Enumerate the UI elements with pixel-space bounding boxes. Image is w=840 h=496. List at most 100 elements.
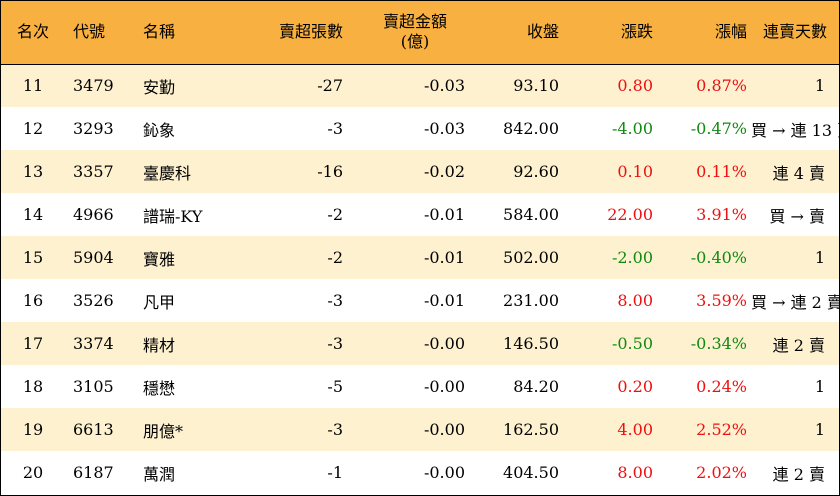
consecutive-days-cell: 1 [814,76,825,96]
rank-cell: 11 [22,76,44,96]
close-cell: 404.50 [503,463,559,482]
close-cell: 842.00 [503,119,559,138]
code-cell: 3293 [73,119,114,138]
consecutive-days-cell: 1 [814,248,825,267]
rank-cell: 13 [22,162,44,181]
rank-cell: 12 [22,119,44,138]
table-row: 18 3105 穩懋 -5 -0.00 84.20 0.20 0.24% 1 [1,365,839,408]
consecutive-days-cell: 連 4 賣 [772,163,825,183]
change-pct-cell: 3.59% [696,291,747,310]
header-net-sell-amount: 賣超金額 (億) [347,1,469,65]
table-header: 名次 代號 名稱 賣超張數 賣超金額 (億) 收盤 漲跌 漲幅 連賣天數 [1,1,839,65]
consecutive-days-cell: 買 → 賣 [769,206,825,226]
change-pct-cell: 0.11% [696,162,747,181]
close-cell: 502.00 [503,248,559,267]
net-sell-amount-cell: -0.00 [423,334,465,353]
change-pct-cell: 0.87% [696,76,747,96]
close-cell: 93.10 [513,76,559,96]
net-sell-amount-cell: -0.02 [423,162,465,181]
code-cell: 3479 [73,76,114,96]
net-sell-amount-cell: -0.00 [423,420,465,439]
change-pct-cell: 3.91% [696,205,747,224]
change-cell: 0.80 [617,76,653,96]
close-cell: 231.00 [503,291,559,310]
table-row: 13 3357 臺慶科 -16 -0.02 92.60 0.10 0.11% 連 4 賣 [1,150,839,193]
change-pct-cell: -0.47% [690,119,747,138]
net-sell-lots-cell: -16 [317,162,343,181]
net-sell-amount-cell: -0.00 [423,463,465,482]
change-pct-cell: 2.52% [696,420,747,439]
rank-cell: 15 [22,248,44,267]
rank-cell: 17 [22,334,44,353]
code-cell: 6613 [73,420,114,439]
rank-cell: 14 [22,205,44,224]
consecutive-days-cell: 連 2 賣 [772,464,825,484]
rank-cell: 19 [22,420,44,439]
header-code: 代號 [65,1,143,65]
code-cell: 5904 [73,248,114,267]
header-net-sell-amount-line2: (億) [400,32,430,52]
header-consecutive-days: 連賣天數 [751,1,839,65]
consecutive-days-cell: 買 → 連 13 賣 [751,120,840,140]
change-pct-cell: -0.40% [690,248,747,267]
table-row: 11 3479 安勤 -27 -0.03 93.10 0.80 0.87% 1 [1,64,839,107]
name-cell: 精材 [143,335,176,355]
name-cell: 安勤 [143,77,176,97]
change-cell: 4.00 [617,420,653,439]
net-sell-amount-cell: -0.01 [423,205,465,224]
table-row: 14 4966 譜瑞-KY -2 -0.01 584.00 22.00 3.91% 買 → 賣 [1,193,839,236]
rank-cell: 20 [22,463,44,482]
name-cell: 凡甲 [143,292,176,312]
net-sell-amount-cell: -0.03 [423,76,465,96]
code-cell: 3357 [73,162,114,181]
name-cell: 譜瑞-KY [143,206,203,226]
change-cell: 0.20 [617,377,653,396]
change-pct-cell: 2.02% [696,463,747,482]
code-cell: 6187 [73,463,114,482]
net-sell-amount-cell: -0.01 [423,248,465,267]
table-row: 19 6613 朋億* -3 -0.00 162.50 4.00 2.52% 1 [1,408,839,451]
table-row: 16 3526 凡甲 -3 -0.01 231.00 8.00 3.59% 買 → 連 2 賣 [1,279,840,322]
net-sell-lots-cell: -5 [327,377,343,396]
code-cell: 3526 [73,291,114,310]
close-cell: 92.60 [513,162,559,181]
net-sell-lots-cell: -3 [327,334,343,353]
name-cell: 穩懋 [143,378,176,398]
rank-cell: 16 [22,291,44,310]
change-cell: 8.00 [617,291,653,310]
consecutive-days-cell: 連 2 賣 [772,335,825,355]
header-rank: 名次 [1,1,65,65]
net-sell-lots-cell: -3 [327,420,343,439]
table-row: 20 6187 萬潤 -1 -0.00 404.50 8.00 2.02% 連 2 賣 [1,451,839,494]
change-cell: 22.00 [607,205,653,224]
name-cell: 朋億* [143,421,184,441]
name-cell: 寶雅 [143,249,176,269]
net-sell-lots-cell: -3 [327,119,343,138]
header-change: 漲跌 [563,1,657,65]
header-net-sell-lots: 賣超張數 [243,1,347,65]
header-close: 收盤 [469,1,563,65]
net-sell-amount-cell: -0.00 [423,377,465,396]
name-cell: 萬潤 [143,464,176,484]
change-pct-cell: -0.34% [690,334,747,353]
consecutive-days-cell: 買 → 連 2 賣 [751,292,840,312]
code-cell: 4966 [73,205,114,224]
header-row: 名次 代號 名稱 賣超張數 賣超金額 (億) 收盤 漲跌 漲幅 連賣天數 [1,1,839,65]
table-row: 15 5904 寶雅 -2 -0.01 502.00 -2.00 -0.40% 1 [1,236,839,279]
net-sell-lots-cell: -27 [317,76,343,96]
change-pct-cell: 0.24% [696,377,747,396]
table-body: 11 3479 安勤 -27 -0.03 93.10 0.80 0.87% 1 12 3293 鈊象 -… [1,64,840,494]
header-change-pct: 漲幅 [657,1,751,65]
table-row: 12 3293 鈊象 -3 -0.03 842.00 -4.00 -0.47% 買 → 連 13… [1,107,840,150]
header-net-sell-amount-line1: 賣超金額 [382,12,447,32]
table-row: 17 3374 精材 -3 -0.00 146.50 -0.50 -0.34% 連 2 賣 [1,322,839,365]
close-cell: 84.20 [513,377,559,396]
change-cell: 8.00 [617,463,653,482]
consecutive-days-cell: 1 [814,377,825,396]
net-sell-amount-cell: -0.03 [423,119,465,138]
change-cell: -0.50 [611,334,653,353]
net-sell-lots-cell: -2 [327,205,343,224]
code-cell: 3105 [73,377,114,396]
